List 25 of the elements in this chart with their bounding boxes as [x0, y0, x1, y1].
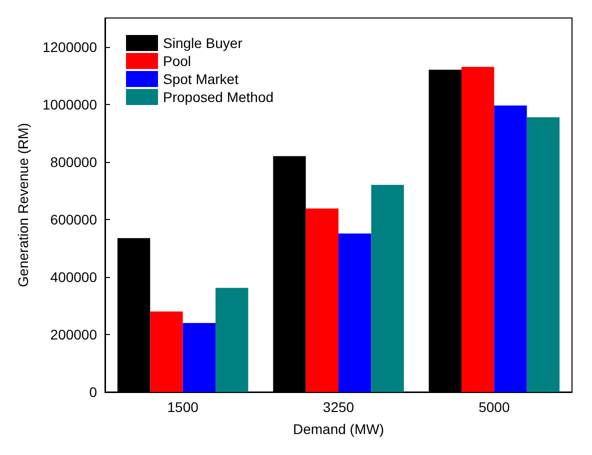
- x-tick-label: 1500: [167, 399, 199, 415]
- y-tick-label: 0: [89, 384, 98, 400]
- legend-label: Pool: [163, 53, 192, 69]
- legend-label: Proposed Method: [163, 89, 274, 105]
- y-tick-label: 1000000: [42, 96, 98, 112]
- y-axis-title: Generation Revenue (RM): [15, 122, 31, 288]
- bar: [461, 66, 494, 392]
- bar: [526, 117, 560, 392]
- y-tick-label: 600000: [50, 211, 98, 228]
- y-tick-label: 400000: [50, 268, 98, 285]
- y-tick-label: 800000: [50, 154, 98, 170]
- x-tick-label: 5000: [478, 399, 510, 415]
- bar: [182, 322, 216, 392]
- bar: [306, 208, 338, 392]
- x-axis-title: Demand (MW): [292, 421, 384, 437]
- y-tick-label: 1200000: [42, 38, 98, 55]
- bar: [371, 184, 404, 392]
- legend-label: Spot Market: [163, 71, 239, 87]
- x-tick-label: 3250: [322, 399, 354, 415]
- bar: [150, 311, 183, 392]
- bar: [494, 105, 527, 392]
- y-tick-label: 200000: [50, 326, 98, 342]
- bar: [338, 233, 372, 392]
- legend-label: Single Buyer: [163, 35, 243, 51]
- bar: [216, 288, 248, 392]
